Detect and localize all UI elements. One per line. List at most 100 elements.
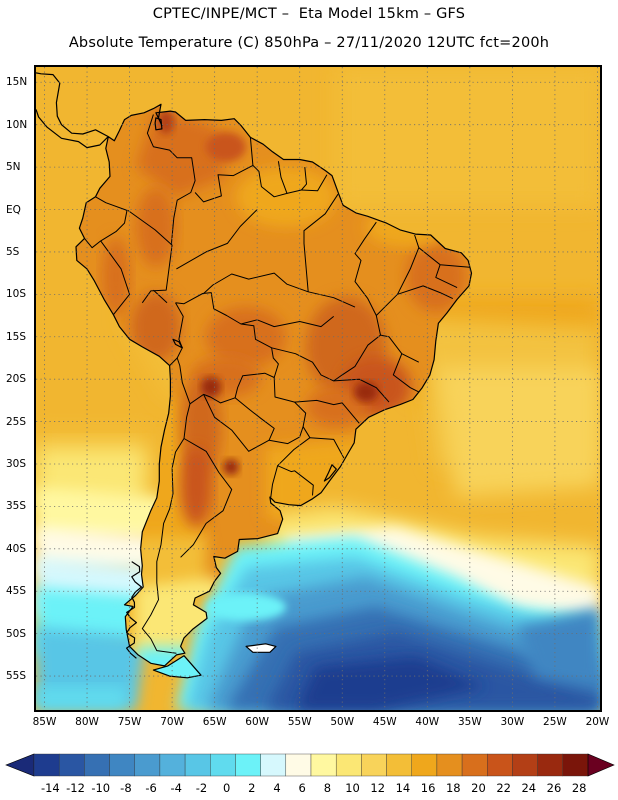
colorbar-tick-label: 20: [471, 781, 486, 795]
colorbar-swatch: [562, 753, 589, 777]
lat-lon-grid: [36, 67, 600, 710]
country-border: [301, 174, 328, 192]
lon-tick-label: 85W: [32, 716, 57, 728]
tierra-del-fuego-coastline: [152, 655, 202, 679]
lat-tick-label: 55S: [6, 670, 27, 683]
country-border: [100, 240, 131, 316]
lat-tick-label: 20S: [6, 373, 27, 386]
colorbar-swatch: [84, 753, 110, 777]
lat-tick-label: 35S: [6, 500, 27, 513]
lon-tick-label: 70W: [160, 716, 184, 728]
lon-tick-label: 35W: [457, 716, 482, 728]
temperature-colorbar: [5, 753, 615, 777]
colorbar-tick-label: 0: [222, 781, 231, 795]
colorbar-tick-label: 2: [248, 781, 256, 795]
lat-tick-label: 40S: [6, 542, 27, 555]
country-border: [146, 114, 196, 246]
colorbar-tick-label: -12: [66, 781, 85, 795]
colorbar-swatch: [285, 753, 312, 777]
lat-tick-label: 15N: [6, 76, 28, 89]
lat-tick-label: 5N: [6, 161, 21, 174]
colorbar-under-arrow: [5, 753, 35, 777]
country-border: [392, 353, 420, 393]
lat-tick-label: 45S: [6, 585, 27, 598]
colorbar-swatch: [159, 753, 186, 777]
lon-tick-label: 50W: [330, 716, 355, 728]
colorbar-tick-label: 8: [323, 781, 332, 795]
country-border: [270, 465, 279, 498]
colorbar-tick-label: 10: [345, 781, 360, 795]
country-border: [84, 196, 128, 249]
colorbar-over-arrow: [587, 753, 615, 777]
central-america-caribbean-coast: [36, 72, 109, 138]
country-border: [252, 161, 288, 198]
colorbar-swatch: [335, 753, 362, 777]
country-border: [153, 289, 168, 304]
country-border: [294, 399, 360, 424]
map-subtitle: Absolute Temperature (C) 850hPa – 27/11/…: [68, 35, 550, 51]
lat-tick-label: 25S: [6, 415, 27, 428]
colorbar-tick-label: 6: [298, 781, 306, 795]
temperature-map: [36, 67, 600, 710]
colorbar-tick-label: -14: [40, 781, 60, 795]
colorbar-swatch: [58, 753, 85, 777]
colorbar-swatch: [235, 753, 261, 777]
colorbar-swatch: [512, 753, 538, 777]
country-border: [203, 272, 356, 308]
colorbar-tick-label: -2: [195, 781, 208, 795]
map-panel: [34, 65, 602, 712]
central-america-pacific-coast: [36, 109, 109, 149]
lagoa-dos-patos: [323, 464, 337, 482]
country-border: [169, 357, 178, 366]
lon-tick-label: 30W: [500, 716, 525, 728]
colorbar-tick-label: -4: [170, 781, 182, 795]
colorbar-tick-label: 26: [546, 781, 562, 795]
coastline: [36, 72, 473, 679]
colorbar-tick-label: 18: [445, 781, 461, 795]
colorbar-tick-label: 28: [571, 781, 587, 795]
country-border: [309, 437, 345, 459]
colorbar-tick-label: -10: [91, 781, 111, 795]
lon-tick-label: 75W: [117, 716, 142, 728]
colorbar-tick-label: 22: [496, 781, 511, 795]
country-border: [176, 209, 258, 270]
country-border: [303, 193, 339, 292]
colorbar-swatch: [461, 753, 488, 777]
country-border: [286, 167, 307, 194]
lat-tick-label: 50S: [6, 627, 27, 640]
lat-tick-label: 10N: [6, 118, 28, 131]
colorbar-swatch: [361, 753, 387, 777]
lon-tick-label: 65W: [202, 716, 227, 728]
colorbar-tick-label: 4: [273, 781, 281, 795]
falkland-islands-coastline: [245, 643, 277, 653]
country-borders: [84, 114, 470, 654]
lon-tick-label: 60W: [245, 716, 270, 728]
country-border: [375, 285, 454, 316]
lat-tick-label: 10S: [6, 288, 27, 301]
lake-maracaibo: [154, 117, 163, 131]
lat-tick-label: EQ: [6, 203, 21, 216]
country-border: [180, 438, 233, 558]
colorbar-swatch: [33, 753, 60, 777]
country-border: [141, 403, 191, 654]
country-border: [333, 378, 390, 403]
colorbar-tick-label: 12: [370, 781, 386, 795]
country-border: [435, 264, 458, 289]
map-title: CPTEC/INPE/MCT – Eta Model 15km – GFS: [152, 6, 466, 22]
country-border: [175, 292, 279, 405]
lon-tick-label: 20W: [585, 716, 610, 728]
south-america-coastline: [75, 103, 473, 667]
colorbar-swatch: [436, 753, 463, 777]
colorbar-swatch: [411, 753, 438, 777]
country-border: [194, 137, 254, 203]
colorbar-tick-label: 24: [521, 781, 537, 795]
colorbar-tick-label: -6: [145, 781, 157, 795]
colorbar-swatch: [109, 753, 135, 777]
country-border: [277, 426, 314, 496]
country-border: [397, 234, 420, 295]
lon-tick-label: 40W: [415, 716, 440, 728]
lon-tick-label: 55W: [287, 716, 312, 728]
colorbar-swatch: [210, 753, 236, 777]
lon-tick-label: 25W: [543, 716, 567, 728]
colorbar-swatch: [260, 753, 287, 777]
